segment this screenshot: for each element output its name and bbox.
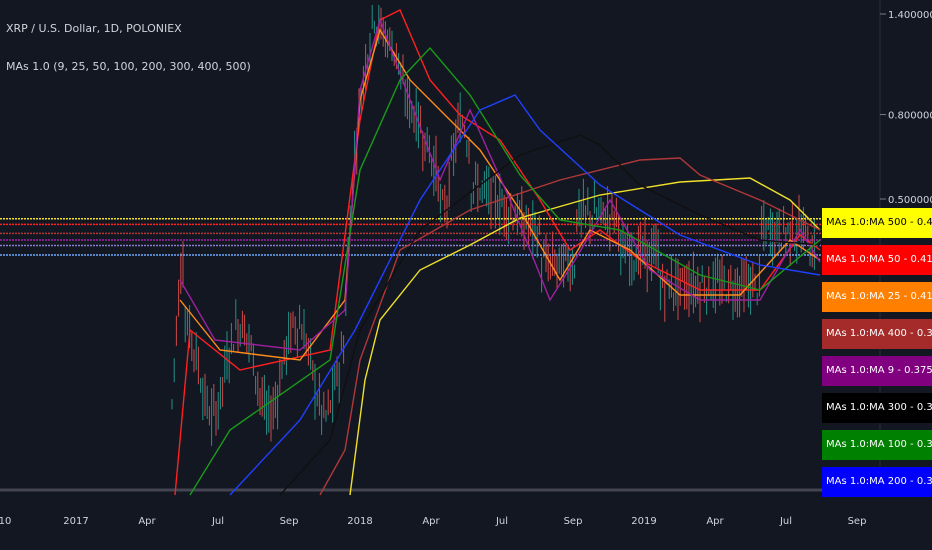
time-tick-label: Apr: [706, 516, 724, 527]
time-tick-label: Sep: [280, 516, 299, 527]
indicator-title[interactable]: MAs 1.0 (9, 25, 50, 100, 200, 300, 400, …: [6, 60, 251, 73]
ma-value-tag: MAs 1.0:MA 100 - 0.37414721: [822, 430, 932, 460]
ma-series-line[interactable]: [179, 28, 821, 361]
time-tick-label: Apr: [422, 516, 440, 527]
time-tick-label: Sep: [848, 516, 867, 527]
ma-series-line[interactable]: [319, 157, 821, 496]
ma-series-line[interactable]: [349, 177, 821, 496]
ma-value-tag: MAs 1.0:MA 25 - 0.41243348: [822, 282, 932, 312]
ma-value-tag: MAs 1.0:MA 500 - 0.44824176: [822, 208, 932, 238]
time-tick-label: 2018: [347, 516, 372, 527]
symbol-title[interactable]: XRP / U.S. Dollar, 1D, POLONIEX: [6, 22, 182, 35]
ma-series-line[interactable]: [189, 46, 821, 496]
time-tick-label: Jul: [211, 516, 224, 527]
ma-series-line[interactable]: [279, 134, 821, 496]
time-tick-label: Apr: [138, 516, 156, 527]
price-tick-label: 1.40000000: [888, 10, 932, 21]
price-tick-label: 0.80000000: [888, 111, 932, 122]
ma-value-tag: MAs 1.0:MA 300 - 0.37422705: [822, 393, 932, 423]
time-tick-label: 10: [0, 516, 11, 527]
ma-series-line[interactable]: [229, 94, 821, 496]
ma-value-tag: MAs 1.0:MA 400 - 0.38454045: [822, 319, 932, 349]
price-tick-label: 0.50000000: [888, 195, 932, 206]
time-tick-label: Sep: [564, 516, 583, 527]
ma-value-tag: MAs 1.0:MA 50 - 0.41374822: [822, 245, 932, 275]
ma-value-tag: MAs 1.0:MA 9 - 0.37581684: [822, 356, 932, 386]
time-tick-label: Jul: [495, 516, 508, 527]
ma-series-line[interactable]: [174, 9, 821, 496]
time-tick-label: Jul: [779, 516, 792, 527]
time-tick-label: 2019: [631, 516, 656, 527]
time-tick-label: 2017: [63, 516, 88, 527]
ma-value-tag: MAs 1.0:MA 200 - 0.34696104: [822, 467, 932, 497]
